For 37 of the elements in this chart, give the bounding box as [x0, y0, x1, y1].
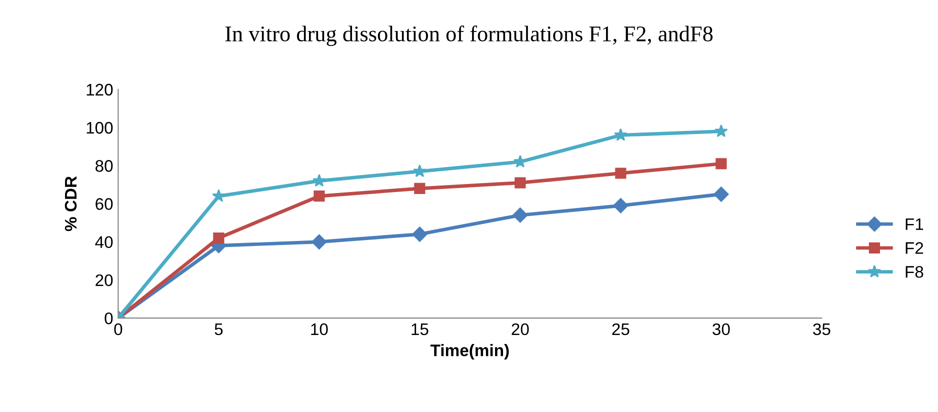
x-tick-label: 15 [412, 324, 428, 336]
point [714, 124, 728, 138]
legend-label: F2 [906, 242, 924, 254]
chart-title: In vitro drug dissolution of formulations F1, F2, andF8 [225, 26, 713, 46]
x-tick-label: 5 [214, 324, 223, 336]
y-tick-label: 120 [86, 84, 113, 96]
x-tick-label: 20 [512, 323, 529, 336]
x-axis-title: Time(min) [430, 344, 509, 360]
y-tick-label: 100 [86, 122, 113, 134]
legend-label: F1 [906, 218, 924, 230]
y-tick-label: 60 [96, 198, 113, 210]
y-tick-label: 80 [96, 160, 113, 172]
y-tick-label: 0 [104, 312, 113, 324]
y-tick-label: 40 [95, 236, 113, 248]
point [413, 164, 426, 178]
point [514, 177, 526, 188]
point [714, 186, 729, 202]
point [613, 198, 628, 214]
x-tick-label: 25 [612, 323, 630, 336]
y-axis-title: % CDR [64, 176, 77, 232]
legend-label: F8 [906, 266, 924, 278]
point [412, 226, 428, 242]
point [213, 232, 224, 244]
point [615, 168, 626, 179]
point [614, 128, 628, 141]
point [512, 208, 528, 223]
y-tick-label: 20 [96, 274, 113, 286]
x-tick-label: 0 [114, 323, 122, 336]
point [716, 158, 727, 170]
point [312, 174, 326, 187]
point [314, 190, 325, 202]
x-tick-label: 35 [813, 323, 830, 336]
point [212, 189, 226, 202]
point [312, 234, 327, 250]
point [414, 182, 426, 194]
x-tick-label: 10 [311, 323, 328, 336]
x-tick-label: 30 [712, 323, 730, 336]
